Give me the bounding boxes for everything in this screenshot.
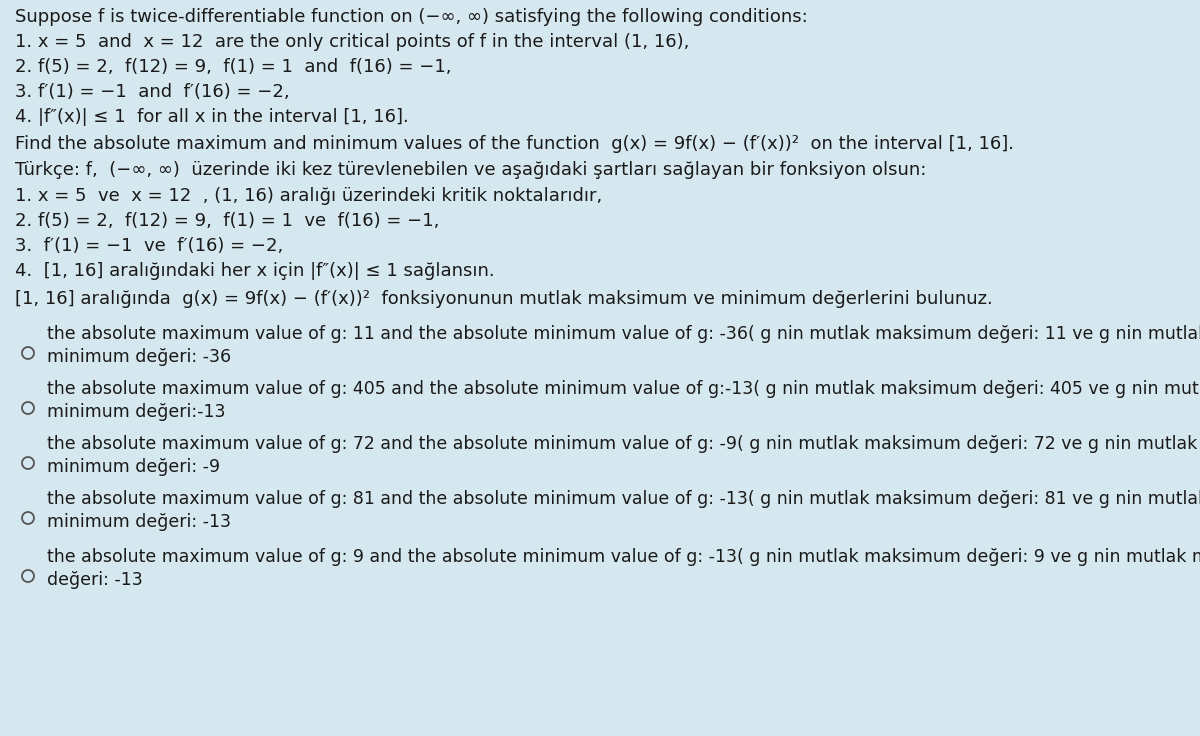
Text: Türkçe: f,  (−∞, ∞)  üzerinde iki kez türevlenebilen ve aşağıdaki şartları sağla: Türkçe: f, (−∞, ∞) üzerinde iki kez türe…	[14, 161, 926, 179]
Text: 1. x = 5  ve  x = 12  , (1, 16) aralığı üzerindeki kritik noktalarıdır,: 1. x = 5 ve x = 12 , (1, 16) aralığı üze…	[14, 187, 602, 205]
Text: the absolute maximum value of g: 81 and the absolute minimum value of g: -13( g : the absolute maximum value of g: 81 and …	[47, 490, 1200, 508]
Text: 4.  [1, 16] aralığındaki her x için |f″(x)| ≤ 1 sağlansın.: 4. [1, 16] aralığındaki her x için |f″(x…	[14, 262, 494, 280]
Text: Suppose f is twice-differentiable function on (−∞, ∞) satisfying the following c: Suppose f is twice-differentiable functi…	[14, 8, 808, 26]
Text: 3. f′(1) = −1  and  f′(16) = −2,: 3. f′(1) = −1 and f′(16) = −2,	[14, 83, 289, 101]
Text: [1, 16] aralığında  g(x) = 9f(x) − (f′(x))²  fonksiyonunun mutlak maksimum ve mi: [1, 16] aralığında g(x) = 9f(x) − (f′(x)…	[14, 290, 992, 308]
Text: minimum değeri: -36: minimum değeri: -36	[47, 348, 232, 366]
Text: minimum değeri: -9: minimum değeri: -9	[47, 458, 220, 476]
Text: the absolute maximum value of g: 11 and the absolute minimum value of g: -36( g : the absolute maximum value of g: 11 and …	[47, 325, 1200, 343]
Text: Find the absolute maximum and minimum values of the function  g(x) = 9f(x) − (f′: Find the absolute maximum and minimum va…	[14, 135, 1014, 153]
Text: minimum değeri: -13: minimum değeri: -13	[47, 513, 230, 531]
Text: minimum değeri:-13: minimum değeri:-13	[47, 403, 226, 421]
Text: 1. x = 5  and  x = 12  are the only critical points of f in the interval (1, 16): 1. x = 5 and x = 12 are the only critica…	[14, 33, 689, 51]
Text: 2. f(5) = 2,  f(12) = 9,  f(1) = 1  ve  f(16) = −1,: 2. f(5) = 2, f(12) = 9, f(1) = 1 ve f(16…	[14, 212, 439, 230]
Text: the absolute maximum value of g: 72 and the absolute minimum value of g: -9( g n: the absolute maximum value of g: 72 and …	[47, 435, 1198, 453]
Text: 3.  f′(1) = −1  ve  f′(16) = −2,: 3. f′(1) = −1 ve f′(16) = −2,	[14, 237, 283, 255]
Text: değeri: -13: değeri: -13	[47, 571, 143, 589]
Text: the absolute maximum value of g: 9 and the absolute minimum value of g: -13( g n: the absolute maximum value of g: 9 and t…	[47, 548, 1200, 566]
Text: 2. f(5) = 2,  f(12) = 9,  f(1) = 1  and  f(16) = −1,: 2. f(5) = 2, f(12) = 9, f(1) = 1 and f(1…	[14, 58, 451, 76]
Text: the absolute maximum value of g: 405 and the absolute minimum value of g:-13( g : the absolute maximum value of g: 405 and…	[47, 380, 1200, 398]
Text: 4. |f″(x)| ≤ 1  for all x in the interval [1, 16].: 4. |f″(x)| ≤ 1 for all x in the interval…	[14, 108, 409, 126]
